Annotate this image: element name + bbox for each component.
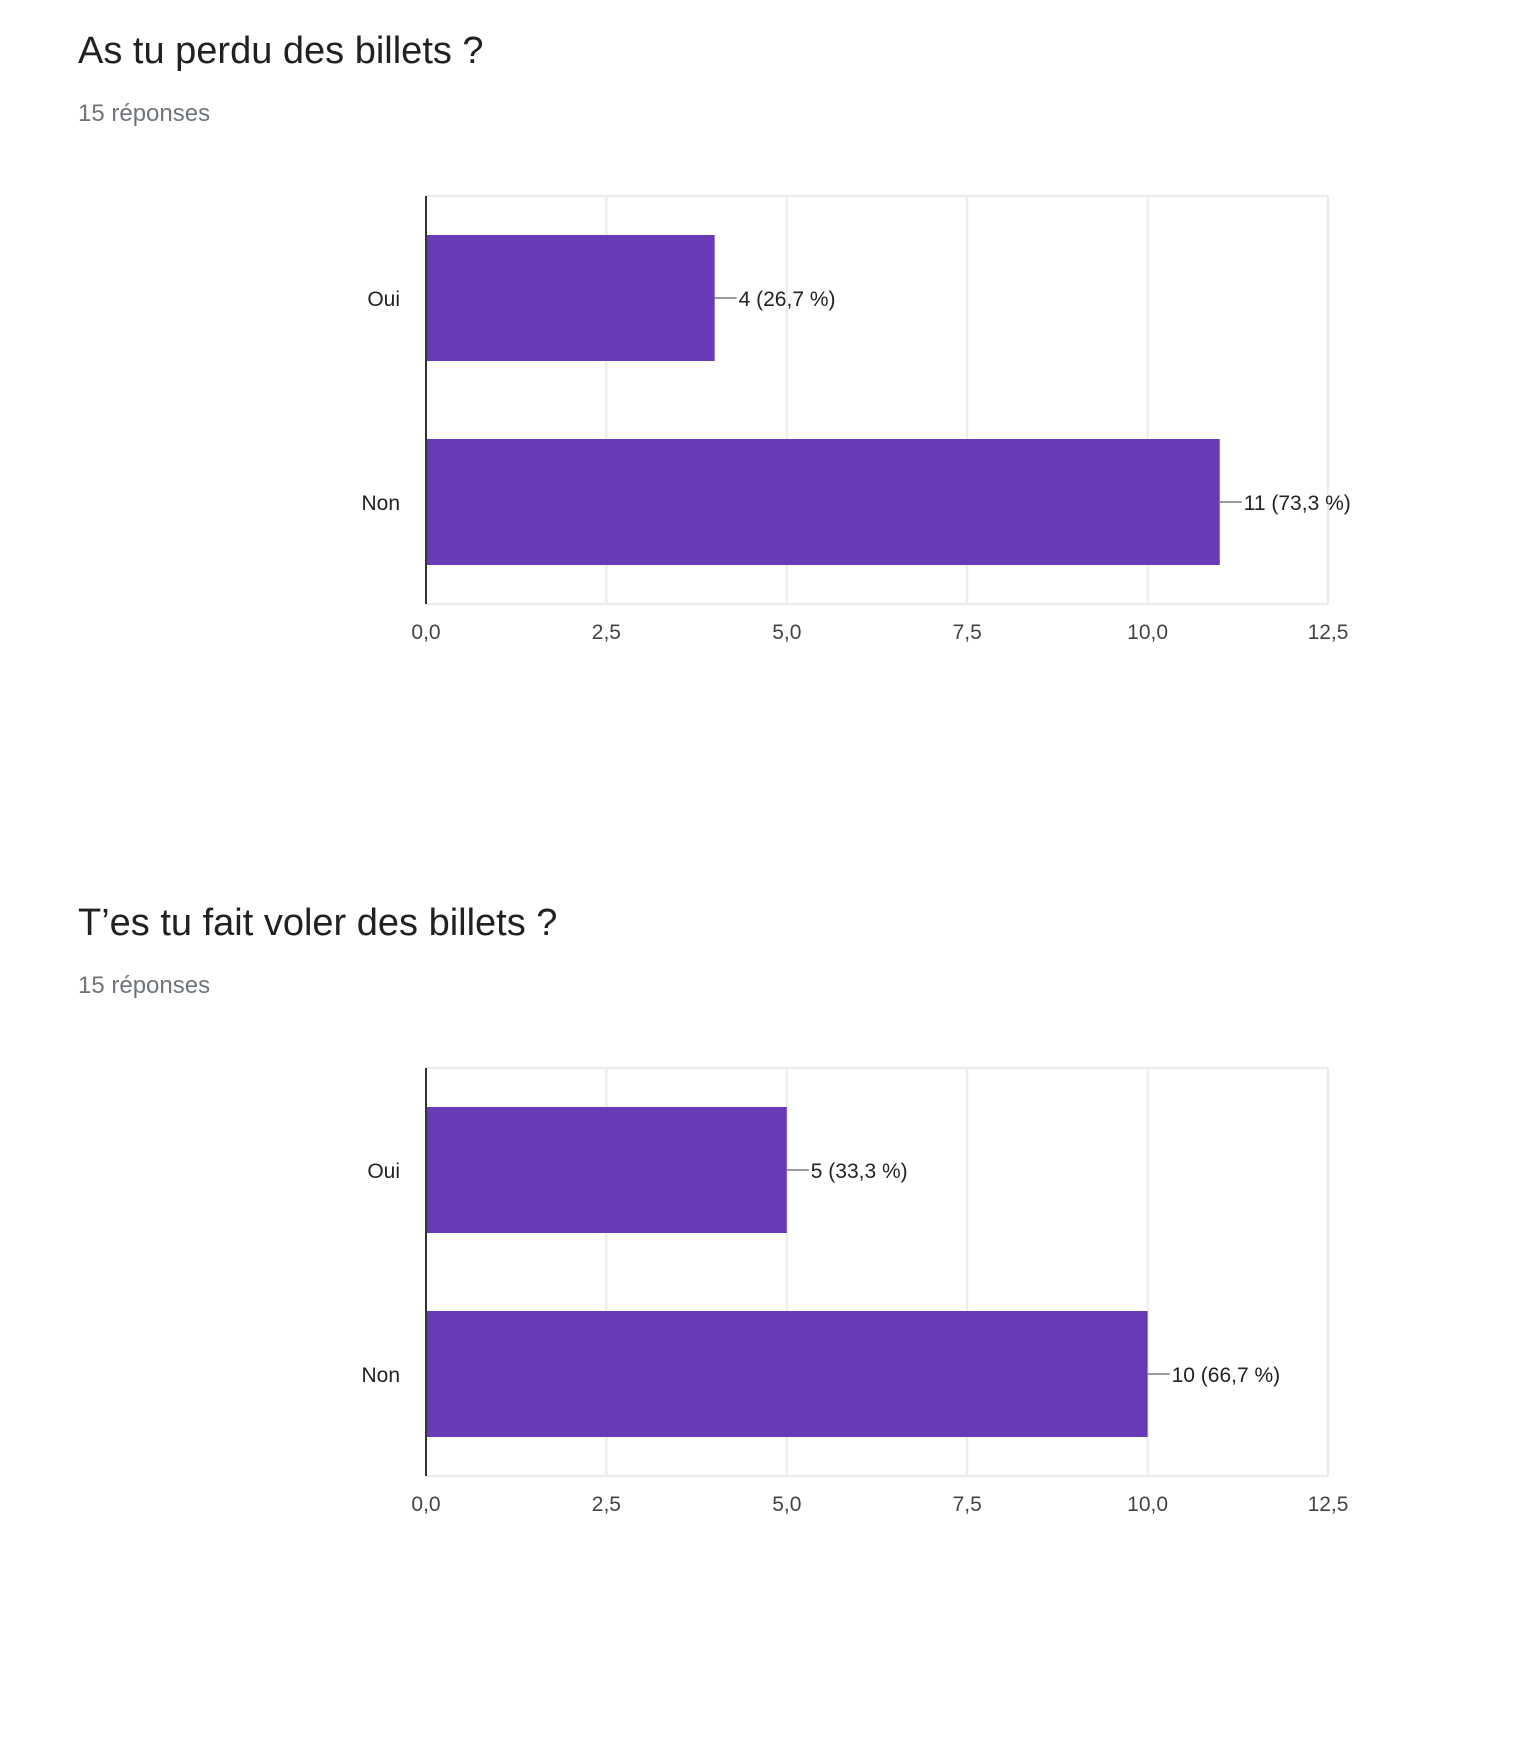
- question-card-2: T’es tu fait voler des billets ? 15 répo…: [0, 872, 1530, 1744]
- response-count: 15 réponses: [78, 100, 211, 127]
- x-tick-label: 10,0: [1127, 1493, 1168, 1516]
- x-tick-label: 0,0: [411, 621, 440, 644]
- question-title: As tu perdu des billets ?: [78, 30, 484, 72]
- response-count: 15 réponses: [78, 972, 211, 999]
- x-tick-label: 2,5: [592, 621, 621, 644]
- bar: [426, 1107, 787, 1233]
- bar: [426, 439, 1220, 565]
- bar-chart: 0,0 2,5 5,0 7,5 10,0 12,5 Oui 5 (33,3 %) Non 10 (…: [361, 1067, 1349, 1516]
- bar-chart: 0,0 2,5 5,0 7,5 10,0 12,5 Oui 4 (26,7 %) Non 11 (…: [361, 195, 1351, 644]
- x-tick-label: 5,0: [772, 1493, 801, 1516]
- y-category-label: Non: [361, 1364, 400, 1387]
- x-tick-label: 2,5: [592, 1493, 621, 1516]
- question-card-1: As tu perdu des billets ? 15 réponses 0,…: [78, 30, 1351, 644]
- y-category-label: Oui: [367, 1160, 400, 1183]
- data-label: 10 (66,7 %): [1172, 1364, 1281, 1387]
- x-tick-label: 10,0: [1127, 621, 1168, 644]
- y-category-label: Oui: [367, 288, 400, 311]
- x-tick-label: 7,5: [953, 1493, 982, 1516]
- data-label: 4 (26,7 %): [739, 288, 836, 311]
- bar: [426, 1311, 1148, 1437]
- data-label: 11 (73,3 %): [1244, 492, 1351, 515]
- y-category-label: Non: [361, 492, 400, 515]
- question-title: T’es tu fait voler des billets ?: [78, 902, 558, 944]
- bar: [426, 235, 715, 361]
- x-tick-label: 12,5: [1308, 621, 1349, 644]
- x-tick-label: 5,0: [772, 621, 801, 644]
- data-label: 5 (33,3 %): [811, 1160, 908, 1183]
- x-tick-label: 12,5: [1308, 1493, 1349, 1516]
- x-tick-label: 7,5: [953, 621, 982, 644]
- x-tick-label: 0,0: [411, 1493, 440, 1516]
